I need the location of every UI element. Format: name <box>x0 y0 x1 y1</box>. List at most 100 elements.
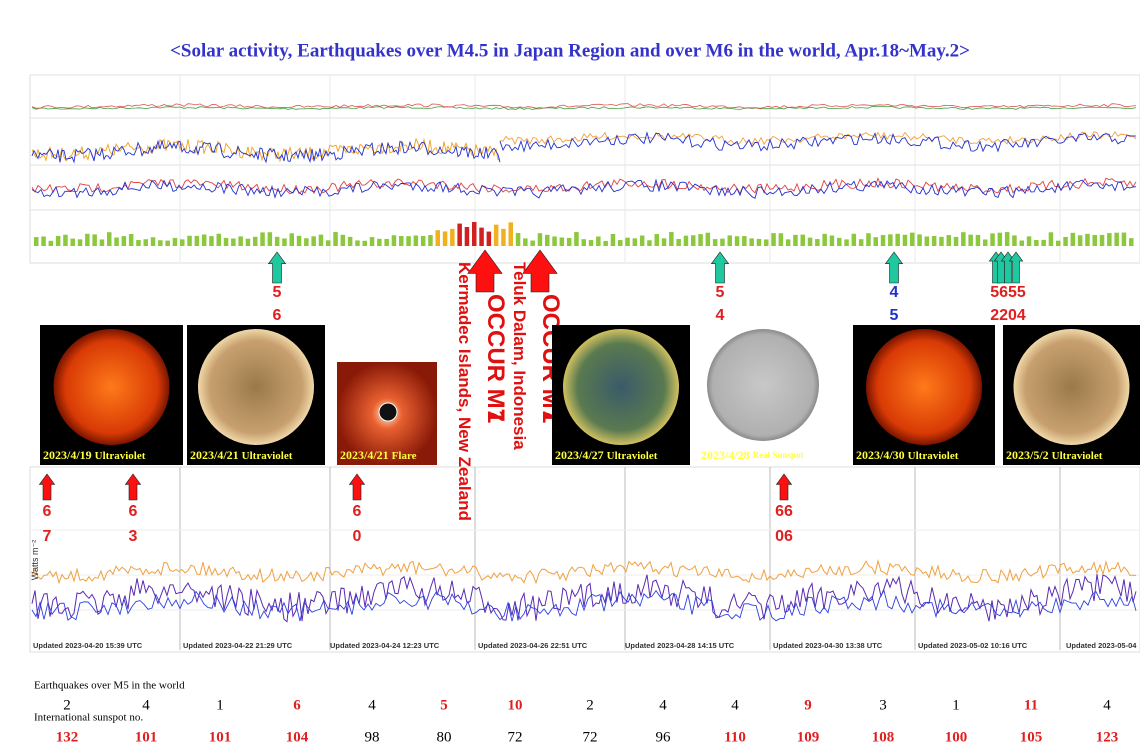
kp-bar <box>647 240 652 246</box>
kp-bar <box>274 236 280 246</box>
kp-bar <box>48 240 54 246</box>
kp-bar <box>771 233 776 246</box>
photo-caption: 2023/4/21 Ultraviolet <box>190 448 293 462</box>
earthquake-count: 9 <box>804 697 812 713</box>
kp-bar <box>420 235 426 246</box>
photo-caption: 2023/4/28 Real Sunspot <box>701 448 803 462</box>
kp-bar <box>793 234 798 246</box>
kp-bar <box>815 239 820 246</box>
earthquake-count: 2 <box>586 697 594 713</box>
magnitude-bottom: 06 <box>775 528 793 545</box>
kp-bar <box>654 234 659 246</box>
kp-bar <box>837 237 842 246</box>
magnitude-top: 4 <box>890 284 899 301</box>
kp-bar <box>180 239 185 246</box>
caption-date: 2023/4/30 <box>856 448 905 462</box>
kp-bar <box>866 233 871 246</box>
updated-label: Updated 2023-04-28 14:15 UTC <box>625 641 735 650</box>
kp-bar <box>70 238 75 246</box>
caption-kind: Real Sunspot <box>753 450 804 460</box>
kp-bar <box>85 233 90 246</box>
kp-bar <box>625 237 630 246</box>
green-arrow <box>1008 251 1024 284</box>
kp-bar <box>669 232 674 246</box>
kp-bar <box>267 232 273 246</box>
kp-bar <box>296 235 302 246</box>
kp-bar <box>596 236 601 246</box>
kp-bar <box>1085 233 1090 246</box>
kp-bar <box>442 231 448 246</box>
kp-bar <box>968 234 973 246</box>
kp-bar <box>209 236 214 246</box>
green-arrow <box>710 251 730 284</box>
title: <Solar activity, Earthquakes over M4.5 i… <box>170 40 970 61</box>
sunspot-count: 96 <box>656 729 672 745</box>
earthquake-count: 1 <box>216 697 224 713</box>
red-arrow <box>775 473 793 501</box>
kp-bar <box>318 234 324 246</box>
kp-bar <box>742 236 747 246</box>
kp-bar <box>902 234 908 246</box>
kp-bar <box>369 237 375 246</box>
caption-date: 2023/4/21 <box>190 448 239 462</box>
kp-bar <box>712 239 718 246</box>
kp-bar <box>362 240 367 246</box>
kp-bar <box>720 238 725 246</box>
photo <box>198 329 314 445</box>
trace-line <box>31 176 1137 195</box>
kp-bar <box>1129 238 1134 246</box>
kp-bar <box>391 235 397 246</box>
kp-bar <box>172 237 178 246</box>
kp-bar <box>1004 232 1010 246</box>
kp-bar <box>99 239 105 246</box>
kp-bar <box>1012 235 1017 246</box>
trace-line <box>31 139 501 164</box>
kp-bar <box>1121 232 1127 246</box>
kp-bar <box>764 239 769 246</box>
kp-bar <box>552 236 557 246</box>
kp-bar <box>136 240 141 246</box>
photo-caption: 2023/4/27 Ultraviolet <box>555 448 658 462</box>
kp-bar <box>464 227 470 246</box>
magnitude-bottom: 7 <box>43 528 52 545</box>
kp-bar <box>245 238 251 246</box>
kp-bar <box>201 234 207 246</box>
kp-bar <box>632 238 638 246</box>
magnitude-top: 5 <box>273 284 282 301</box>
goes-xray-panel <box>29 466 1140 653</box>
kp-bar <box>282 238 287 246</box>
caption-kind: Ultraviolet <box>1052 450 1103 462</box>
kp-bar <box>705 232 711 246</box>
kp-bar <box>829 235 835 246</box>
magnitude-top: 6 <box>129 503 138 520</box>
kp-bar <box>260 232 265 246</box>
caption-kind: Ultraviolet <box>242 450 293 462</box>
major-arrow <box>467 249 503 293</box>
kp-bar <box>953 236 959 246</box>
kp-bar <box>1070 232 1076 246</box>
kp-bar <box>749 238 754 246</box>
kp-bar <box>77 239 83 246</box>
sunspot-count: 123 <box>1096 729 1119 745</box>
photo-caption: 2023/4/19 Ultraviolet <box>43 448 146 462</box>
kp-bar <box>289 233 294 246</box>
updated-label: Updated 2023-04-26 22:51 UTC <box>478 641 588 650</box>
kp-bar <box>1019 240 1024 246</box>
kp-bar <box>997 232 1003 246</box>
trace-line <box>31 103 1137 109</box>
earthquakes-label: Earthquakes over M5 in the world <box>34 680 185 692</box>
kp-bar <box>472 222 477 246</box>
kp-bar <box>873 237 878 246</box>
sunspot-count: 101 <box>135 729 158 745</box>
kp-bar <box>231 238 236 246</box>
trace-line <box>31 558 1137 585</box>
earthquake-count: 6 <box>293 697 301 713</box>
kp-bar <box>756 238 762 246</box>
sunspot-count: 110 <box>724 729 746 745</box>
sunspot-count: 98 <box>365 729 380 745</box>
caption-date: 2023/4/19 <box>43 448 92 462</box>
magnitude-bottom: 2204 <box>990 307 1026 324</box>
kp-bar <box>1034 239 1039 246</box>
occulter <box>378 402 398 422</box>
